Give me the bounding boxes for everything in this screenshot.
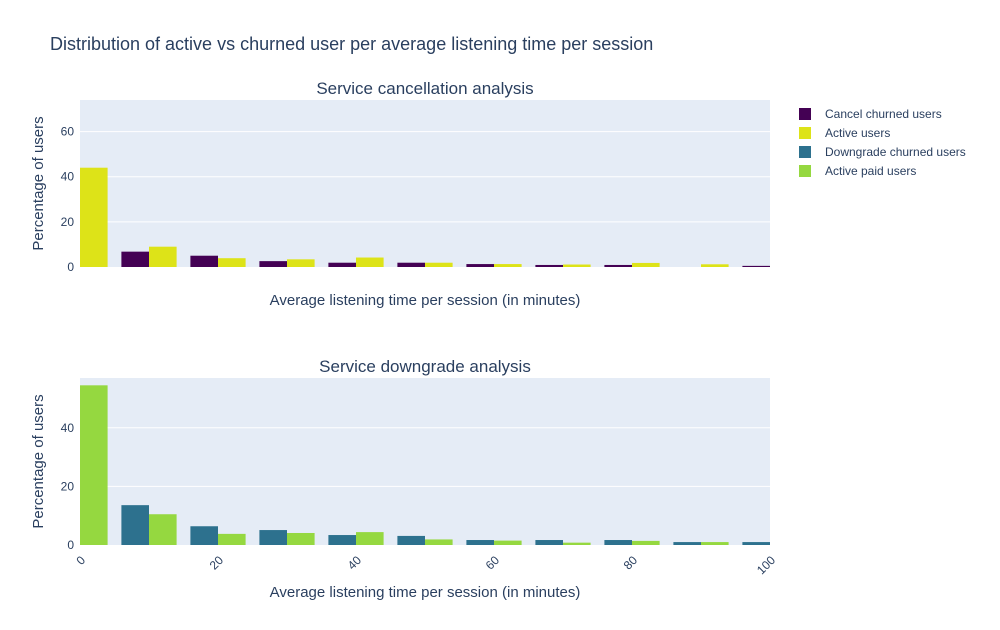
bar bbox=[535, 540, 563, 545]
bar bbox=[190, 255, 218, 267]
bar bbox=[632, 540, 660, 545]
subplot-title: Service cancellation analysis bbox=[316, 79, 533, 98]
chart-panel-1: 0 20 40 60 Service cancellation analysis Aver… bbox=[30, 79, 770, 309]
x-axis-label: Average listening time per session (in m… bbox=[270, 292, 581, 309]
bar bbox=[80, 385, 108, 545]
bar bbox=[80, 167, 108, 267]
bar bbox=[604, 540, 632, 545]
bar bbox=[190, 526, 218, 545]
bar bbox=[604, 264, 632, 267]
y-tick-label: 0 bbox=[67, 260, 74, 274]
bar bbox=[149, 514, 177, 545]
y-tick-label: 40 bbox=[61, 421, 75, 435]
y-tick-label: 40 bbox=[61, 170, 75, 184]
bar bbox=[356, 257, 384, 267]
legend-label: Cancel churned users bbox=[825, 107, 942, 121]
bar bbox=[121, 251, 149, 267]
legend-item[interactable]: Active paid users bbox=[799, 164, 916, 178]
bar bbox=[673, 542, 701, 545]
y-axis-label: Percentage of users bbox=[30, 394, 47, 528]
x-axis-label: Average listening time per session (in m… bbox=[270, 584, 581, 601]
bar bbox=[701, 264, 729, 267]
legend-item[interactable]: Downgrade churned users bbox=[799, 145, 966, 159]
bar bbox=[535, 264, 563, 267]
bar bbox=[149, 246, 177, 267]
bar bbox=[563, 542, 591, 545]
legend-swatch bbox=[799, 165, 811, 177]
plot-background bbox=[80, 100, 770, 267]
x-tick-label: 80 bbox=[621, 553, 641, 573]
bar bbox=[287, 532, 315, 545]
chart-panels: 0 20 40 60 Service cancellation analysis Aver… bbox=[30, 79, 778, 601]
bar bbox=[563, 264, 591, 267]
y-tick-label: 60 bbox=[61, 125, 75, 139]
x-tick-label: 0 bbox=[73, 553, 88, 568]
bar bbox=[742, 542, 770, 545]
legend-swatch bbox=[799, 108, 811, 120]
bar bbox=[121, 505, 149, 545]
chart-legend[interactable]: Cancel churned users Active users Downgrad… bbox=[799, 107, 966, 178]
figure-title: Distribution of active vs churned user p… bbox=[50, 34, 653, 54]
bar bbox=[632, 262, 660, 267]
bar bbox=[425, 262, 453, 267]
bar bbox=[218, 533, 246, 545]
bar bbox=[494, 264, 522, 267]
plot-background bbox=[80, 378, 770, 545]
y-tick-label: 20 bbox=[61, 215, 75, 229]
x-tick-label: 40 bbox=[345, 553, 365, 573]
x-tick-label: 60 bbox=[483, 553, 503, 573]
y-axis-label: Percentage of users bbox=[30, 116, 47, 250]
bar bbox=[425, 539, 453, 545]
bar bbox=[218, 258, 246, 267]
legend-swatch bbox=[799, 146, 811, 158]
x-tick-label: 20 bbox=[207, 553, 227, 573]
bar bbox=[397, 535, 425, 545]
legend-item[interactable]: Active users bbox=[799, 126, 890, 140]
bar bbox=[259, 530, 287, 545]
bar bbox=[259, 261, 287, 267]
bar bbox=[494, 540, 522, 545]
bar bbox=[701, 542, 729, 545]
bar bbox=[287, 259, 315, 267]
x-tick-label: 100 bbox=[754, 553, 778, 577]
chart-panel-2: 0 20 40 0 20 40 60 80 100 Service downgrade analy… bbox=[30, 357, 778, 601]
bar bbox=[356, 532, 384, 545]
bar bbox=[466, 540, 494, 545]
bar bbox=[466, 264, 494, 267]
legend-swatch bbox=[799, 127, 811, 139]
subplot-title: Service downgrade analysis bbox=[319, 357, 531, 376]
bar bbox=[328, 535, 356, 545]
bar bbox=[397, 262, 425, 267]
y-tick-label: 0 bbox=[67, 538, 74, 552]
legend-label: Active users bbox=[825, 126, 890, 140]
y-tick-label: 20 bbox=[61, 479, 75, 493]
bar bbox=[328, 262, 356, 267]
legend-item[interactable]: Cancel churned users bbox=[799, 107, 942, 121]
legend-label: Downgrade churned users bbox=[825, 145, 966, 159]
legend-label: Active paid users bbox=[825, 164, 916, 178]
bar bbox=[742, 265, 770, 267]
